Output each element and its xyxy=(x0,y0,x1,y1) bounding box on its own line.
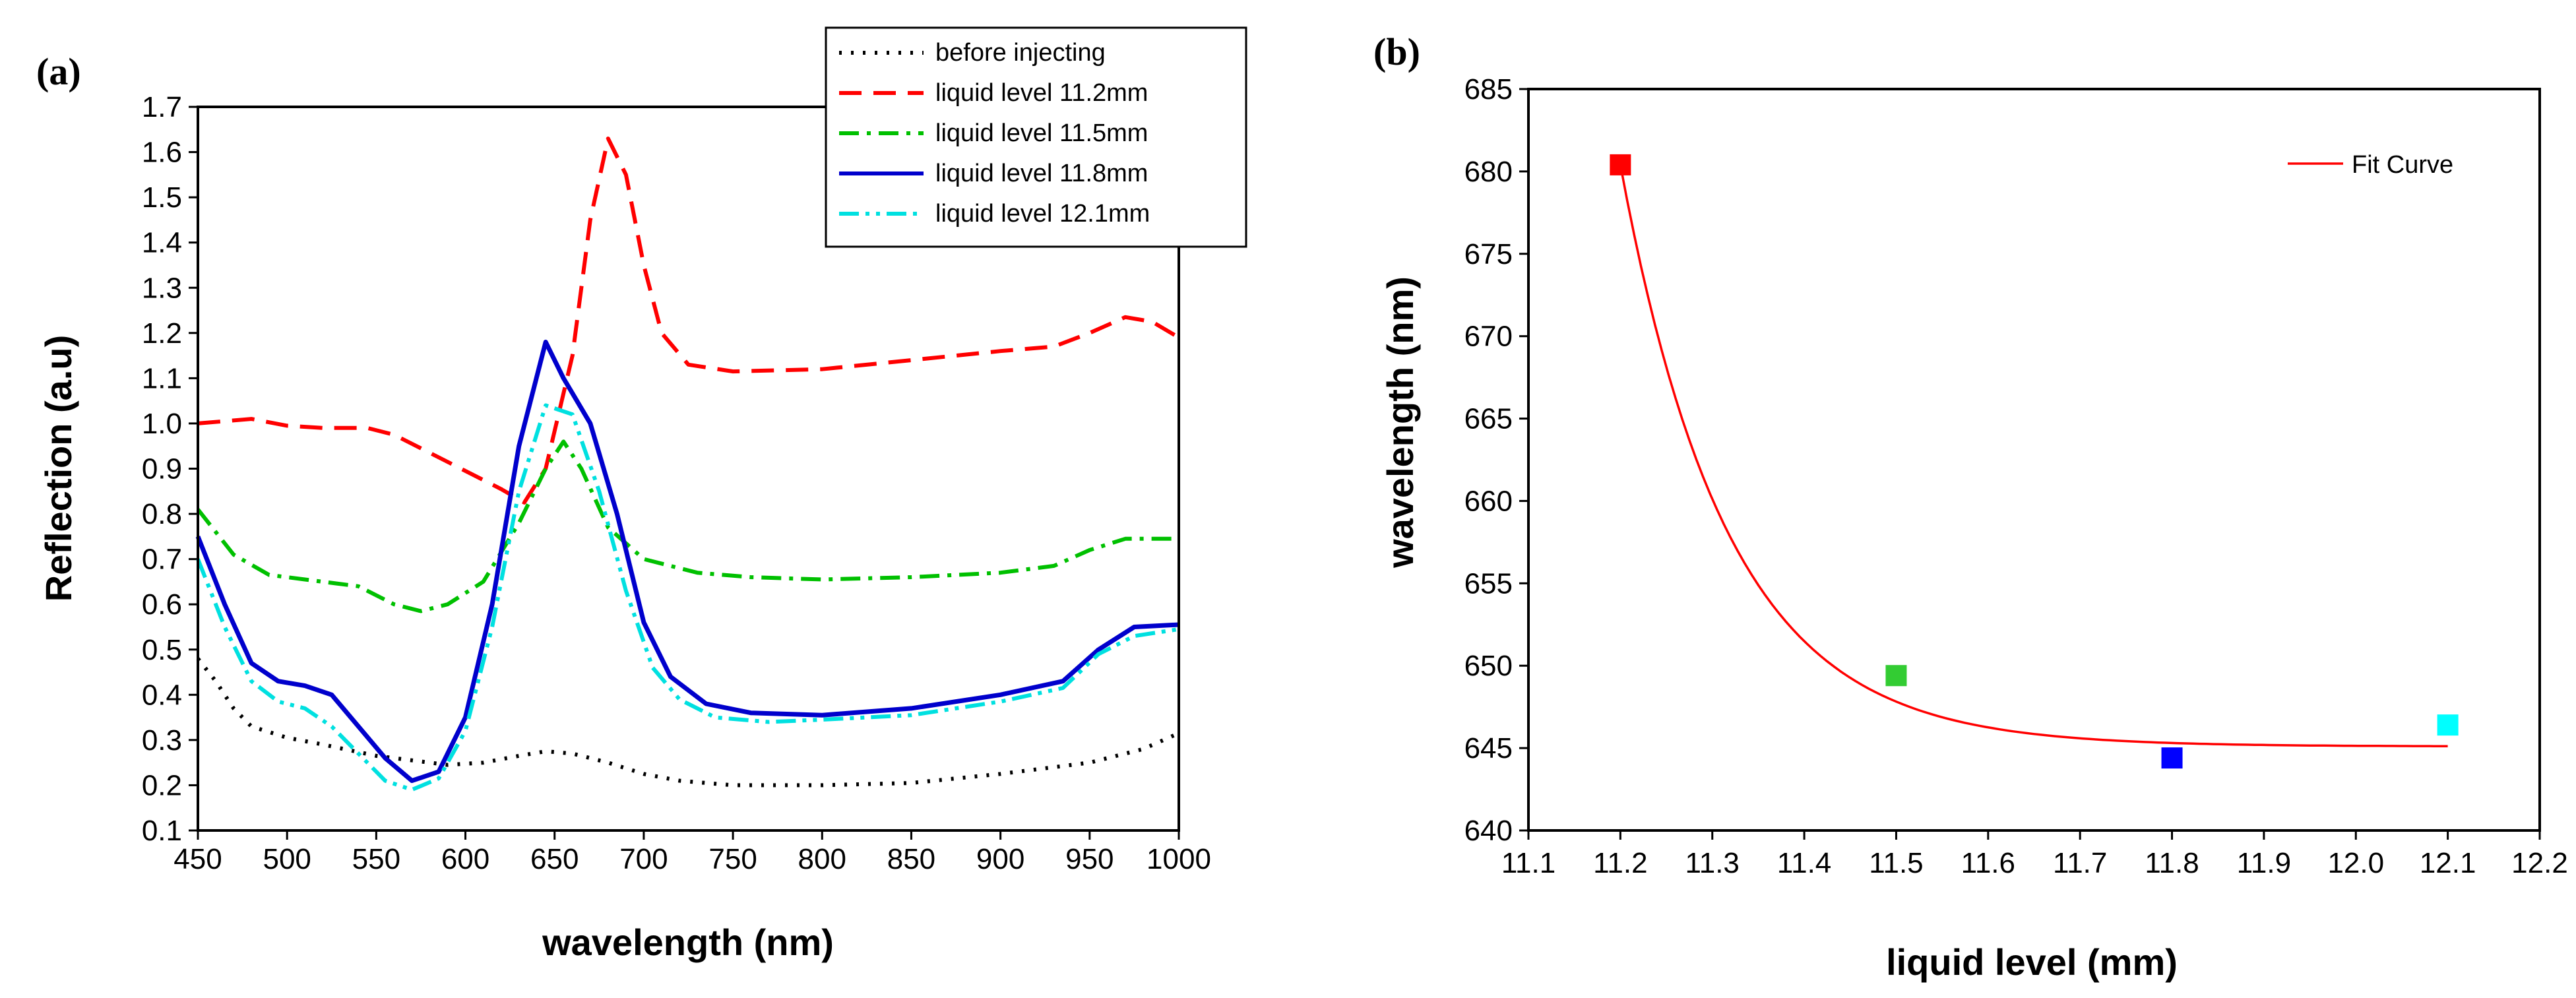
chart-b-y-tick-label: 640 xyxy=(1464,815,1513,847)
chart-a-x-tick-label: 850 xyxy=(887,843,935,875)
chart-a-y-tick-label: 0.5 xyxy=(142,634,182,666)
chart-b-ticks: 11.1 11.2 11.3 11.4 11.5 11.6 11.7 11.8 11.9 12.0… xyxy=(1464,73,2568,879)
chart-b-y-tick-label: 685 xyxy=(1464,73,1513,106)
series-line-liquid-level-12-1mm xyxy=(196,403,1179,792)
legend-label-liquid-level-11-8mm: liquid level 11.8mm xyxy=(935,160,1148,187)
chart-a-plot-frame xyxy=(197,106,1180,832)
chart-b-x-tick-label: 11.6 xyxy=(1961,847,2015,879)
chart-a-x-tick-label: 600 xyxy=(441,843,489,875)
chart-b: (b) 11.1 11.2 11.3 11.4 11.5 11.6 11.7 11.8 11.9… xyxy=(1373,30,2568,983)
chart-a-x-tick-label: 700 xyxy=(619,843,668,875)
legend-label-liquid-level-11-2mm: liquid level 11.2mm xyxy=(935,79,1148,107)
chart-b-plot-frame xyxy=(1527,88,2541,832)
chart-a-y-tick-label: 1.0 xyxy=(142,408,182,440)
chart-a-y-tick-label: 0.1 xyxy=(142,815,182,847)
chart-b-x-tick-label: 11.5 xyxy=(1869,847,1923,879)
chart-b-x-tick-label: 12.2 xyxy=(2511,847,2568,879)
legend-label-before-injecting: before injecting xyxy=(935,39,1106,67)
chart-b-x-tick-label: 12.1 xyxy=(2420,847,2476,879)
chart-a-y-tick-label: 0.4 xyxy=(142,679,182,711)
chart-a-legend: before injecting liquid level 11.2mm liqui… xyxy=(825,26,1247,248)
chart-a-x-tick-label: 1000 xyxy=(1147,843,1211,875)
chart-b-x-tick-label: 11.8 xyxy=(2145,847,2199,879)
chart-a-x-axis-title: wavelength (nm) xyxy=(542,921,834,963)
chart-a-y-tick-label: 0.8 xyxy=(142,498,182,530)
chart-a-y-tick-label: 0.2 xyxy=(142,769,182,801)
chart-a: (a) 450 500 550 600 650 700 750 800 850 900 950 100… xyxy=(36,26,1247,963)
scatter-point xyxy=(2161,747,2183,769)
chart-a-y-tick-label: 0.9 xyxy=(142,453,182,485)
chart-b-y-tick-label: 670 xyxy=(1464,321,1513,353)
series-line-liquid-level-11-8mm xyxy=(195,340,1179,784)
chart-a-legend-box xyxy=(825,26,1247,248)
chart-a-y-tick-label: 0.6 xyxy=(142,588,182,621)
chart-b-y-tick-label: 680 xyxy=(1464,156,1513,188)
legend-label-fit-curve: Fit Curve xyxy=(2352,151,2453,179)
chart-b-x-tick-label: 11.2 xyxy=(1593,847,1647,879)
chart-a-x-tick-label: 550 xyxy=(352,843,400,875)
chart-b-y-tick-label: 660 xyxy=(1464,485,1513,517)
chart-a-y-tick-label: 1.3 xyxy=(142,272,182,304)
chart-b-y-tick-label: 665 xyxy=(1464,403,1513,435)
chart-b-series xyxy=(1610,154,2459,769)
legend-label-liquid-level-11-5mm: liquid level 11.5mm xyxy=(935,119,1148,147)
chart-a-y-axis-title: Reflection (a.u) xyxy=(38,335,79,602)
chart-b-x-tick-label: 11.3 xyxy=(1685,847,1740,879)
chart-b-y-axis-title: wavelength (nm) xyxy=(1379,276,1421,569)
chart-a-x-tick-label: 650 xyxy=(530,843,579,875)
panel-b-label: (b) xyxy=(1373,30,1420,73)
chart-b-x-tick-label: 11.1 xyxy=(1501,847,1555,879)
series-line-liquid-level-11-2mm xyxy=(197,137,1180,505)
chart-b-x-tick-label: 12.0 xyxy=(2327,847,2384,879)
scatter-point xyxy=(2437,714,2459,736)
chart-a-y-tick-label: 1.6 xyxy=(142,137,182,169)
chart-b-y-tick-label: 675 xyxy=(1464,238,1513,270)
chart-b-x-tick-label: 11.4 xyxy=(1777,847,1831,879)
chart-b-y-tick-label: 645 xyxy=(1464,732,1513,764)
chart-a-x-tick-label: 750 xyxy=(708,843,757,875)
chart-a-y-tick-label: 0.3 xyxy=(142,724,182,757)
chart-a-x-tick-label: 800 xyxy=(798,843,846,875)
scatter-point xyxy=(1610,154,1631,175)
chart-b-legend: Fit Curve xyxy=(2288,151,2453,179)
legend-label-liquid-level-12-1mm: liquid level 12.1mm xyxy=(935,200,1150,228)
scatter-point xyxy=(1885,665,1907,687)
chart-b-y-tick-label: 650 xyxy=(1464,650,1513,682)
chart-b-x-tick-label: 11.7 xyxy=(2053,847,2107,879)
chart-a-y-tick-label: 0.7 xyxy=(142,544,182,576)
chart-a-y-tick-label: 1.2 xyxy=(142,317,182,350)
chart-a-y-tick-label: 1.7 xyxy=(142,91,182,123)
series-line-before-injecting xyxy=(196,657,1180,788)
series-line-liquid-level-11-5mm xyxy=(196,439,1179,613)
chart-b-y-tick-label: 655 xyxy=(1464,567,1513,600)
chart-b-x-tick-label: 11.9 xyxy=(2237,847,2291,879)
chart-a-x-tick-label: 450 xyxy=(173,843,222,875)
chart-a-x-tick-label: 950 xyxy=(1065,843,1114,875)
chart-a-y-tick-label: 1.5 xyxy=(142,181,182,214)
chart-a-x-tick-label: 500 xyxy=(263,843,311,875)
chart-a-ticks: 450 500 550 600 650 700 750 800 850 900 950 1000 0.1… xyxy=(142,91,1211,875)
chart-a-y-tick-label: 1.4 xyxy=(142,227,182,259)
chart-b-x-axis-title: liquid level (mm) xyxy=(1886,941,2178,983)
fit-curve-line xyxy=(1619,164,2448,747)
panel-a-label: (a) xyxy=(36,50,81,93)
chart-a-series xyxy=(195,137,1180,792)
chart-a-y-tick-label: 1.1 xyxy=(142,362,182,394)
chart-a-x-tick-label: 900 xyxy=(976,843,1024,875)
